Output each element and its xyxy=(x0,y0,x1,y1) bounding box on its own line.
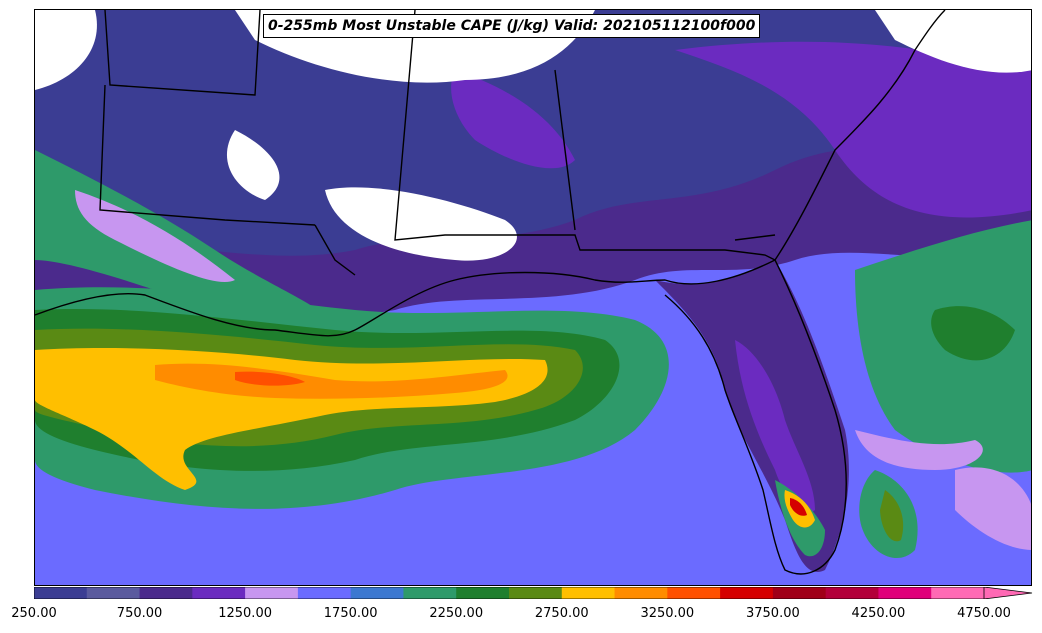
colorbar-tick-label: 1250.00 xyxy=(218,606,272,621)
colorbar-tick-label: 1750.00 xyxy=(323,606,378,621)
colorbar-swatch xyxy=(139,587,193,599)
colorbar-swatch xyxy=(931,587,985,599)
colorbar-swatch xyxy=(614,587,668,599)
colorbar-tick-label: 250.00 xyxy=(11,606,57,621)
colorbar-tick-label: 3750.00 xyxy=(745,606,800,621)
map-title: 0-255mb Most Unstable CAPE (J/kg) Valid:… xyxy=(263,14,761,38)
colorbar-tick-label: 4250.00 xyxy=(851,606,906,621)
colorbar-swatch xyxy=(667,587,721,599)
colorbar-extend-max xyxy=(983,587,1033,599)
colorbar-swatch xyxy=(192,587,246,599)
colorbar-tick-label: 750.00 xyxy=(116,606,163,621)
colorbar-tick-label: 3250.00 xyxy=(640,606,695,621)
colorbar-swatch xyxy=(350,587,404,599)
colorbar-swatch xyxy=(509,587,563,599)
cape-field xyxy=(35,10,1031,585)
colorbar xyxy=(34,587,1033,599)
colorbar-swatch xyxy=(825,587,879,599)
colorbar-tick-label: 2250.00 xyxy=(429,606,484,621)
colorbar-tick-label: 2750.00 xyxy=(534,606,589,621)
colorbar-swatch xyxy=(720,587,774,599)
colorbar-swatch xyxy=(772,587,827,599)
colorbar-swatch xyxy=(403,587,457,599)
colorbar-swatch xyxy=(86,587,141,599)
colorbar-swatch xyxy=(456,587,510,599)
colorbar-swatch xyxy=(245,587,299,599)
colorbar-tick-label: 4750.00 xyxy=(957,606,1011,621)
cape-map xyxy=(34,9,1032,586)
colorbar-swatch xyxy=(297,587,352,599)
colorbar-swatch xyxy=(561,587,616,599)
colorbar-swatch xyxy=(34,587,88,599)
colorbar-swatch xyxy=(878,587,932,599)
